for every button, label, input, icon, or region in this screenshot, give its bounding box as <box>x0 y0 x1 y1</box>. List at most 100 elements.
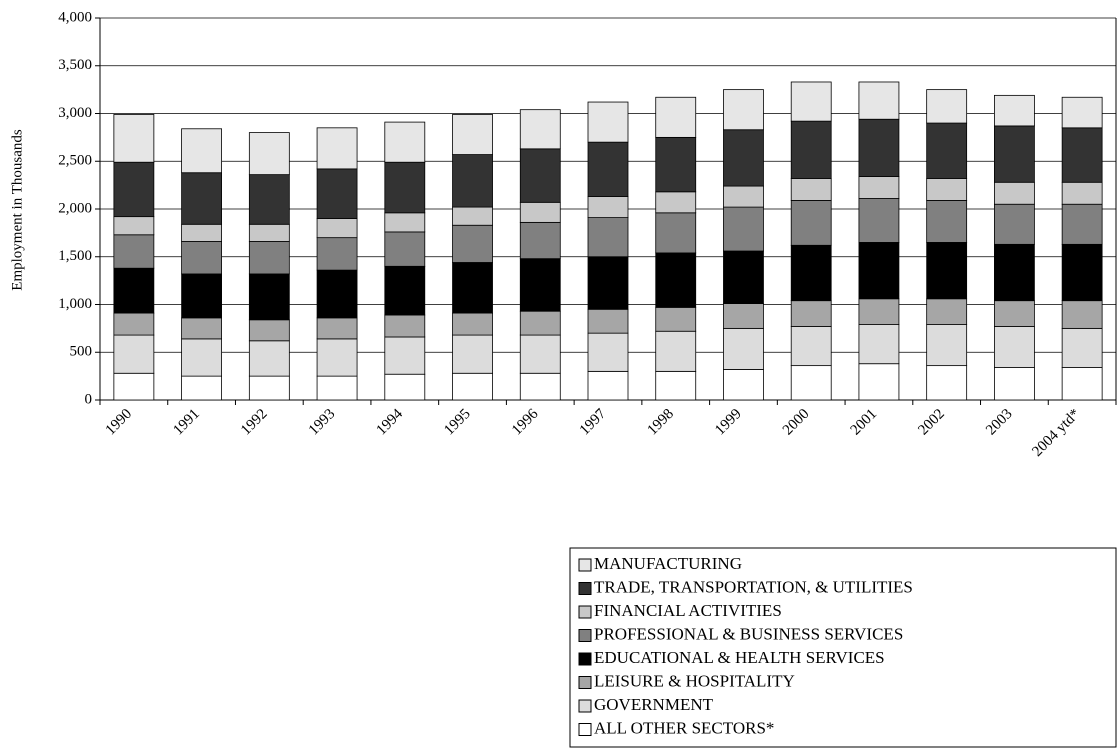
bar-segment <box>587 370 629 401</box>
bar-segment <box>113 216 155 236</box>
bar-segment <box>994 243 1035 302</box>
legend-label: ALL OTHER SECTORS* <box>594 718 774 737</box>
bar-segment <box>926 122 968 179</box>
bar-segment <box>519 201 561 223</box>
bar-segment <box>994 125 1035 183</box>
x-tick-label: 1990 <box>103 406 136 439</box>
bar-segment <box>994 94 1035 127</box>
x-tick-label: 1996 <box>509 406 542 439</box>
bar-segment <box>452 372 493 401</box>
bar-segment <box>858 298 900 325</box>
bar-segment <box>723 250 764 304</box>
bar-segment <box>384 161 426 214</box>
bar-segment <box>519 221 561 260</box>
x-tick-label: 1997 <box>577 406 610 439</box>
x-tick-label: 2002 <box>915 406 948 439</box>
bar-segment <box>519 109 561 150</box>
bar-segment <box>723 369 764 401</box>
bar-segment <box>655 306 697 332</box>
bar-segment <box>1061 300 1103 329</box>
y-tick-label: 2,000 <box>58 200 92 216</box>
bar-segment <box>248 241 290 275</box>
bar-segment <box>316 269 358 319</box>
bar-segment <box>655 330 697 372</box>
x-tick-label: 2000 <box>780 406 813 439</box>
bar-segment <box>790 178 832 201</box>
bar-segment <box>1061 327 1103 368</box>
legend-label: TRADE, TRANSPORTATION, & UTILITIES <box>594 577 913 596</box>
bar-segment <box>316 237 358 271</box>
bar-segment <box>655 370 697 401</box>
bar-segment <box>452 262 493 314</box>
bar-segment <box>316 168 358 219</box>
x-tick-label: 1992 <box>238 406 271 439</box>
x-tick-label: 1993 <box>306 406 339 439</box>
bar-segment <box>519 372 561 401</box>
bar-segment <box>858 242 900 300</box>
bar-segment <box>1061 96 1103 129</box>
bar-segment <box>790 200 832 246</box>
bar-segment <box>1061 181 1103 205</box>
bar-segment <box>113 312 155 336</box>
y-tick-label: 0 <box>85 391 93 407</box>
bar-segment <box>113 372 155 401</box>
bar-segment <box>113 161 155 218</box>
bar-segment <box>181 338 223 377</box>
y-axis-label: Employment in Thousands <box>9 129 25 291</box>
x-tick-label: 2004 ytd* <box>1029 406 1083 460</box>
legend-swatch <box>578 605 592 619</box>
bar-segment <box>181 241 223 275</box>
bar-segment <box>655 212 697 254</box>
legend-label: GOVERNMENT <box>594 695 714 714</box>
legend-label: MANUFACTURING <box>594 554 742 573</box>
bar-segment <box>858 81 900 120</box>
bar-segment <box>248 223 290 242</box>
y-tick-label: 1,000 <box>58 296 92 312</box>
y-tick-label: 500 <box>70 344 93 360</box>
legend-swatch <box>578 582 592 595</box>
bar-segment <box>587 308 629 334</box>
bar-segment <box>790 365 832 401</box>
legend-label: EDUCATIONAL & HEALTH SERVICES <box>594 648 885 667</box>
bar-segment <box>113 234 155 269</box>
bar-segment <box>113 334 155 374</box>
bar-segment <box>723 303 764 329</box>
bar-segment <box>452 334 493 374</box>
bar-segment <box>1061 127 1103 183</box>
bar-segment <box>248 340 290 377</box>
bar-segment <box>655 136 697 193</box>
bar-segment <box>723 129 764 187</box>
bar-segment <box>790 120 832 179</box>
bar-segment <box>723 185 764 208</box>
bar-segment <box>316 338 358 377</box>
bar-segment <box>181 223 223 242</box>
bar-segment <box>181 317 223 340</box>
bar-segment <box>587 217 629 258</box>
bar-segment <box>384 336 426 375</box>
bar-segment <box>723 89 764 131</box>
bar-segment <box>994 181 1035 205</box>
legend-swatch <box>578 652 592 666</box>
bar-segment <box>113 114 155 163</box>
bar-segment <box>248 375 290 401</box>
bar-segment <box>248 132 290 176</box>
bar-segment <box>926 89 968 124</box>
x-tick-label: 1994 <box>374 406 407 439</box>
bar-segment <box>587 101 629 143</box>
bar-segment <box>790 300 832 327</box>
bar-segment <box>519 310 561 336</box>
bar-segment <box>926 365 968 401</box>
bar-segment <box>858 198 900 243</box>
y-tick-label: 2,500 <box>58 153 92 169</box>
legend-swatch <box>578 558 592 572</box>
bar-segment <box>384 373 426 401</box>
x-tick-label: 1998 <box>644 406 677 439</box>
bar-segment <box>452 224 493 263</box>
bar-segment <box>926 242 968 300</box>
bar-segment <box>316 375 358 401</box>
x-tick-label: 1995 <box>441 406 474 439</box>
x-tick-label: 1999 <box>712 406 745 439</box>
bar-segment <box>384 314 426 338</box>
bar-segment <box>723 327 764 370</box>
